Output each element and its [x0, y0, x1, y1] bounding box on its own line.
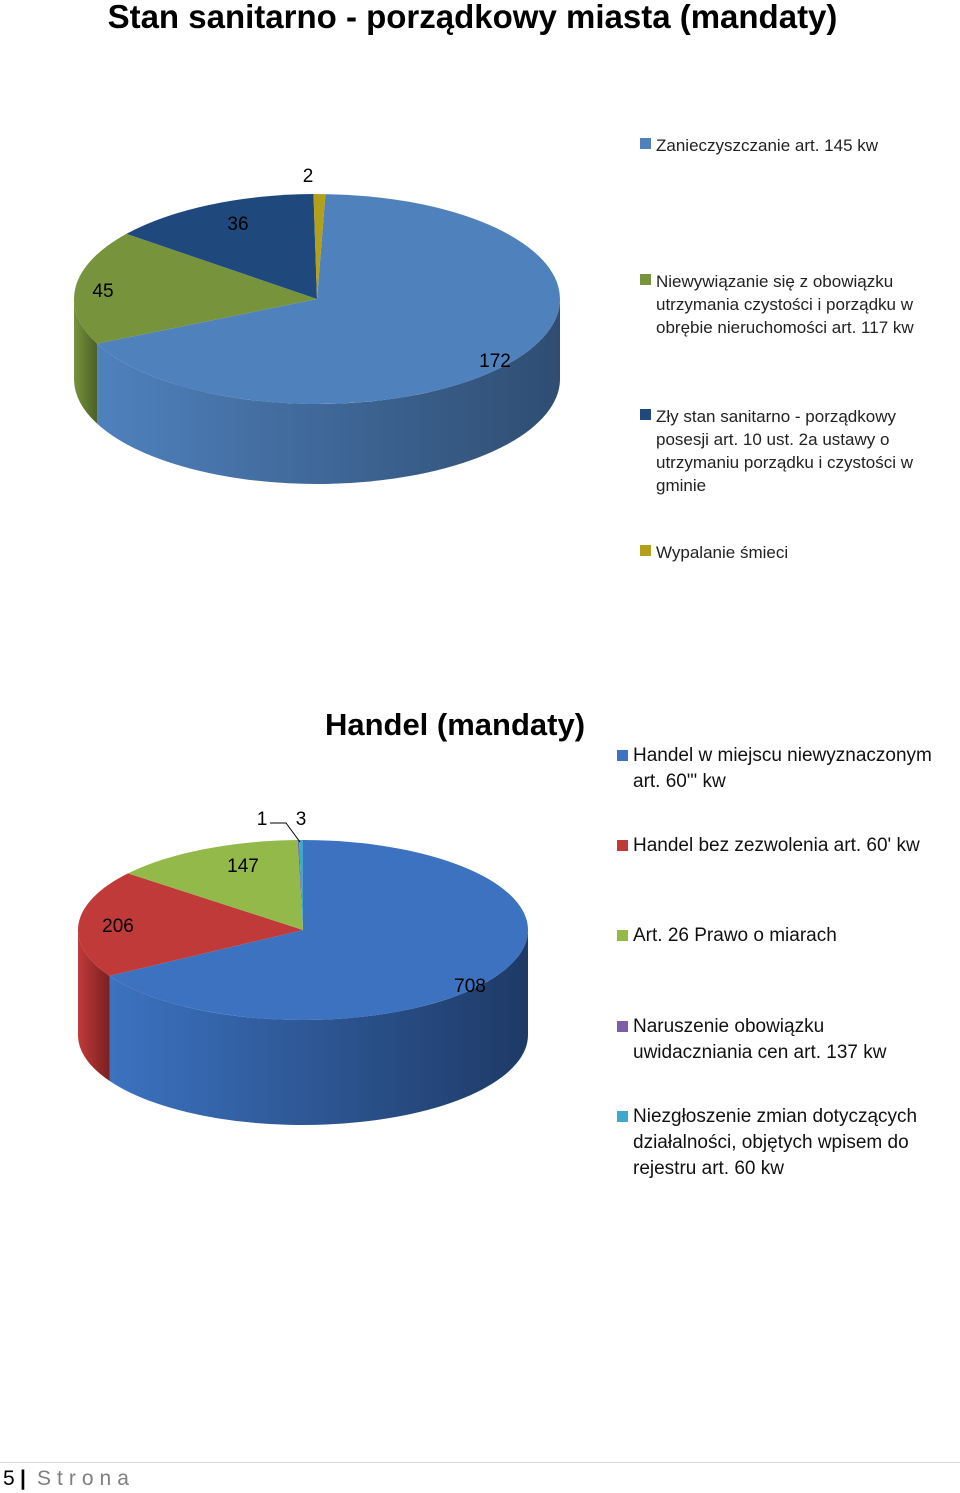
- chart1-title: Stan sanitarno - porządkowy miasta (mand…: [107, 0, 838, 35]
- legend-label: Art. 26 Prawo o miarach: [633, 925, 837, 946]
- data-label-1-1: 45: [92, 281, 113, 302]
- legend-swatch: [617, 1111, 628, 1122]
- page-number: 5: [3, 1467, 15, 1490]
- data-label-1-3: 2: [303, 166, 314, 187]
- pie-slice-2-2: [128, 840, 303, 930]
- legend-label: Handel bez zezwolenia art. 60' kw: [633, 835, 920, 856]
- pie-side-1-1: [74, 299, 98, 424]
- chart2-title: Handel (mandaty): [324, 707, 586, 742]
- legend-label: Zły stan sanitarno - porządkowy posesji …: [656, 407, 913, 495]
- pie-slice-2-1: [78, 873, 303, 976]
- legend-label: Niewywiązanie się z obowiązku utrzymania…: [656, 272, 914, 337]
- data-label-2-1: 206: [102, 916, 134, 937]
- legend-swatch: [640, 545, 651, 556]
- data-label-2-3: 1: [257, 809, 268, 830]
- pie-slice-1-3: [313, 194, 326, 299]
- footer-separator: |: [20, 1467, 26, 1490]
- data-label-1-0: 172: [479, 351, 511, 372]
- pie-side-1-0: [97, 299, 560, 485]
- data-label-2-2: 147: [227, 856, 259, 877]
- legend-swatch: [617, 930, 628, 941]
- pie-side-2-1: [78, 930, 110, 1081]
- legend-swatch: [617, 750, 628, 761]
- pie-side-2-0: [109, 930, 528, 1125]
- legend-label: Naruszenie obowiązku uwidaczniania cen a…: [633, 1016, 887, 1063]
- legend-swatch: [640, 409, 651, 420]
- data-label-1-2: 36: [227, 214, 248, 235]
- pie-slice-1-1: [73, 233, 317, 344]
- data-label-2-4: 3: [296, 809, 307, 830]
- pie-slice-1-2: [126, 194, 317, 299]
- pie-slice-2-3: [297, 840, 303, 930]
- pie-slice-2-0: [109, 840, 528, 1021]
- legend-swatch: [617, 840, 628, 851]
- chart1-pie: 172 45 36 2: [73, 166, 560, 485]
- pie-slice-2-4: [299, 840, 303, 930]
- data-label-2-0: 708: [454, 976, 486, 997]
- legend-label: Niezgłoszenie zmian dotyczących działaln…: [633, 1106, 918, 1179]
- legend-label: Zanieczyszczanie art. 145 kw: [656, 136, 879, 155]
- leader-line: [270, 822, 301, 843]
- pie-slice-1-0: [97, 194, 560, 404]
- footer-page-word: Strona: [37, 1467, 135, 1490]
- page-footer: 5 | Strona: [0, 1462, 960, 1493]
- legend-swatch: [617, 1021, 628, 1032]
- legend-swatch: [640, 138, 651, 149]
- legend-swatch: [640, 274, 651, 285]
- legend-label: Handel w miejscu niewyznaczonym art. 60"…: [633, 745, 932, 792]
- legend-label: Wypalanie śmieci: [656, 543, 789, 562]
